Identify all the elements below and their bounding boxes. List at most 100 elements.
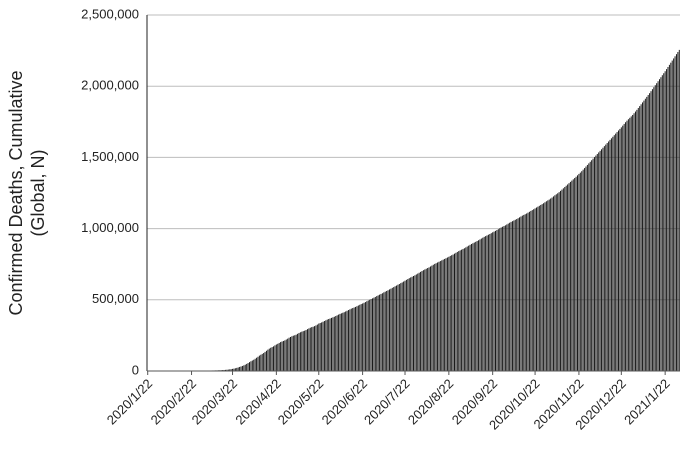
bar [317,325,318,371]
bar [441,260,442,371]
bar [315,325,316,371]
bar [547,200,548,371]
bar [416,274,417,371]
bar [287,339,288,371]
x-tick-label: 2020/4/22 [232,376,284,428]
bar [280,342,281,371]
bar [283,341,284,371]
bar [274,345,275,371]
bar [403,282,404,371]
bar [337,315,338,371]
bar [255,359,256,371]
bar [454,254,455,371]
bar [544,202,545,371]
bar [358,305,359,371]
bar [354,307,355,371]
bar [662,75,663,371]
bar [383,292,384,371]
bar [594,157,595,371]
bar [396,286,397,371]
bar [314,326,315,371]
bar [352,308,353,371]
bar [348,310,349,371]
bar [653,87,654,371]
bar [625,122,626,371]
bar [272,347,273,371]
bar [407,279,408,371]
bar [557,193,558,371]
bar [543,203,544,371]
bar [282,342,283,371]
bar [420,272,421,371]
bar [523,215,524,371]
bar [409,278,410,371]
bar [590,162,591,371]
bar [313,327,314,371]
bar [371,299,372,371]
bar [304,331,305,371]
bar [488,235,489,371]
bar [266,351,267,371]
bar [511,222,512,371]
bar [560,191,561,371]
bar [341,313,342,371]
bar [434,264,435,371]
bar [286,340,287,371]
bar [289,338,290,371]
bar [602,148,603,371]
bar [639,106,640,371]
bar [608,141,609,371]
bar [431,266,432,371]
bar [311,327,312,371]
bar [667,67,668,371]
bar [530,211,531,371]
bar [321,322,322,371]
bar [419,273,420,371]
bar [444,259,445,371]
bar [607,143,608,371]
x-tick-label: 2021/1/22 [621,376,673,428]
bar [496,230,497,371]
bar [611,138,612,371]
bar [460,250,461,371]
bar [509,223,510,371]
bar [355,307,356,371]
bar [564,187,565,371]
bar [587,165,588,371]
bar [436,263,437,371]
bar [239,367,240,371]
bar [635,112,636,371]
bar [563,188,564,371]
bar [629,118,630,371]
bar [260,355,261,371]
bar [536,208,537,371]
bar [262,354,263,371]
bar [482,238,483,371]
bar [656,83,657,371]
bar [402,282,403,371]
bar [516,219,517,371]
bar [574,178,575,371]
bar [663,73,664,371]
bar [324,321,325,371]
bar [392,288,393,371]
bar [670,63,671,371]
bar [519,217,520,371]
y-tick-label: 2,000,000 [81,78,139,93]
bar [525,214,526,371]
bar [588,163,589,371]
bar [612,137,613,371]
bar [461,250,462,371]
bar [673,58,674,371]
bar [465,247,466,371]
bar [405,281,406,371]
bar [539,206,540,371]
bar [591,160,592,371]
bar [359,305,360,371]
bar [375,297,376,371]
bar [567,184,568,371]
bar [614,135,615,371]
bar [430,266,431,371]
bar [520,216,521,371]
